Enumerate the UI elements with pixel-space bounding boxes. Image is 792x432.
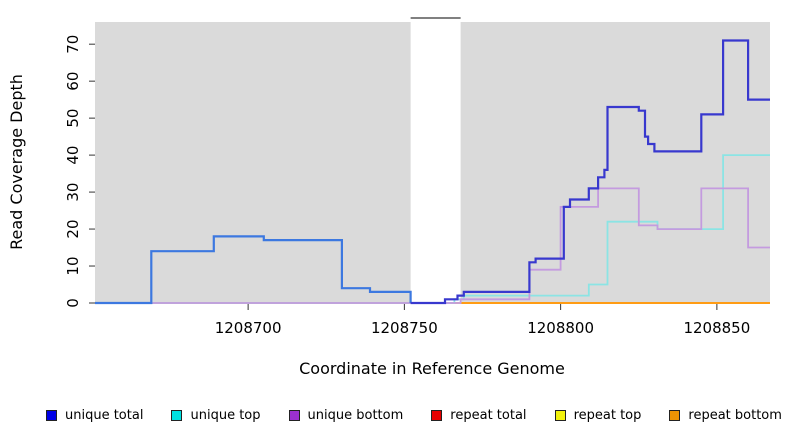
series-line-unique-total-left [95, 235, 412, 305]
y-tick-label: 50 [64, 109, 82, 128]
y-tick-label: 30 [64, 183, 82, 202]
legend-label-unique-top: unique top [190, 407, 261, 423]
legend-swatch-repeat-top [554, 409, 566, 421]
x-tick-label: 1208800 [527, 319, 594, 337]
legend-swatch-repeat-bottom [669, 409, 681, 421]
legend-swatch-unique-total [46, 409, 57, 421]
x-tick-label: 1208850 [683, 319, 750, 337]
series-line-unique-bottom [95, 187, 770, 304]
legend-label-repeat-total: repeat total [450, 407, 527, 423]
legend-label-unique-bottom: unique bottom [307, 407, 404, 423]
legend: unique total unique top unique bottom repea… [46, 404, 782, 426]
legend-swatch-unique-bottom [288, 409, 300, 421]
y-tick-label: 60 [64, 72, 82, 91]
y-tick-label: 70 [64, 35, 82, 54]
y-tick-label: 20 [64, 220, 82, 239]
legend-swatch-repeat-total [431, 409, 443, 421]
y-tick-label: 0 [64, 298, 82, 308]
masked-region [410, 18, 461, 303]
legend-label-repeat-top: repeat top [573, 407, 642, 423]
legend-item-unique-total: unique total [46, 408, 143, 423]
legend-label-unique-total: unique total [65, 407, 144, 423]
y-tick-label: 40 [64, 146, 82, 165]
coverage-step-chart: 1208700 1208750 1208800 1208850 0 10 20 30 40 50 6… [7, 17, 770, 378]
y-tick-label: 10 [64, 256, 82, 275]
series-line-unique-total-right [410, 39, 770, 305]
legend-item-unique-bottom: unique bottom [288, 407, 404, 423]
legend-item-unique-top: unique top [171, 407, 261, 423]
x-axis-title: Coordinate in Reference Genome [299, 359, 565, 378]
x-tick-label: 1208700 [215, 319, 282, 337]
plot-layer: 1208700 1208750 1208800 1208850 0 10 20 30 40 50 6… [64, 17, 770, 337]
legend-item-repeat-total: repeat total [431, 407, 527, 423]
legend-label-repeat-bottom: repeat bottom [688, 407, 782, 423]
y-axis-title: Read Coverage Depth [7, 74, 26, 250]
legend-swatch-unique-top [171, 409, 183, 421]
x-tick-label: 1208750 [371, 319, 438, 337]
legend-item-repeat-top: repeat top [554, 407, 642, 423]
legend-item-repeat-bottom: repeat bottom [669, 408, 782, 423]
